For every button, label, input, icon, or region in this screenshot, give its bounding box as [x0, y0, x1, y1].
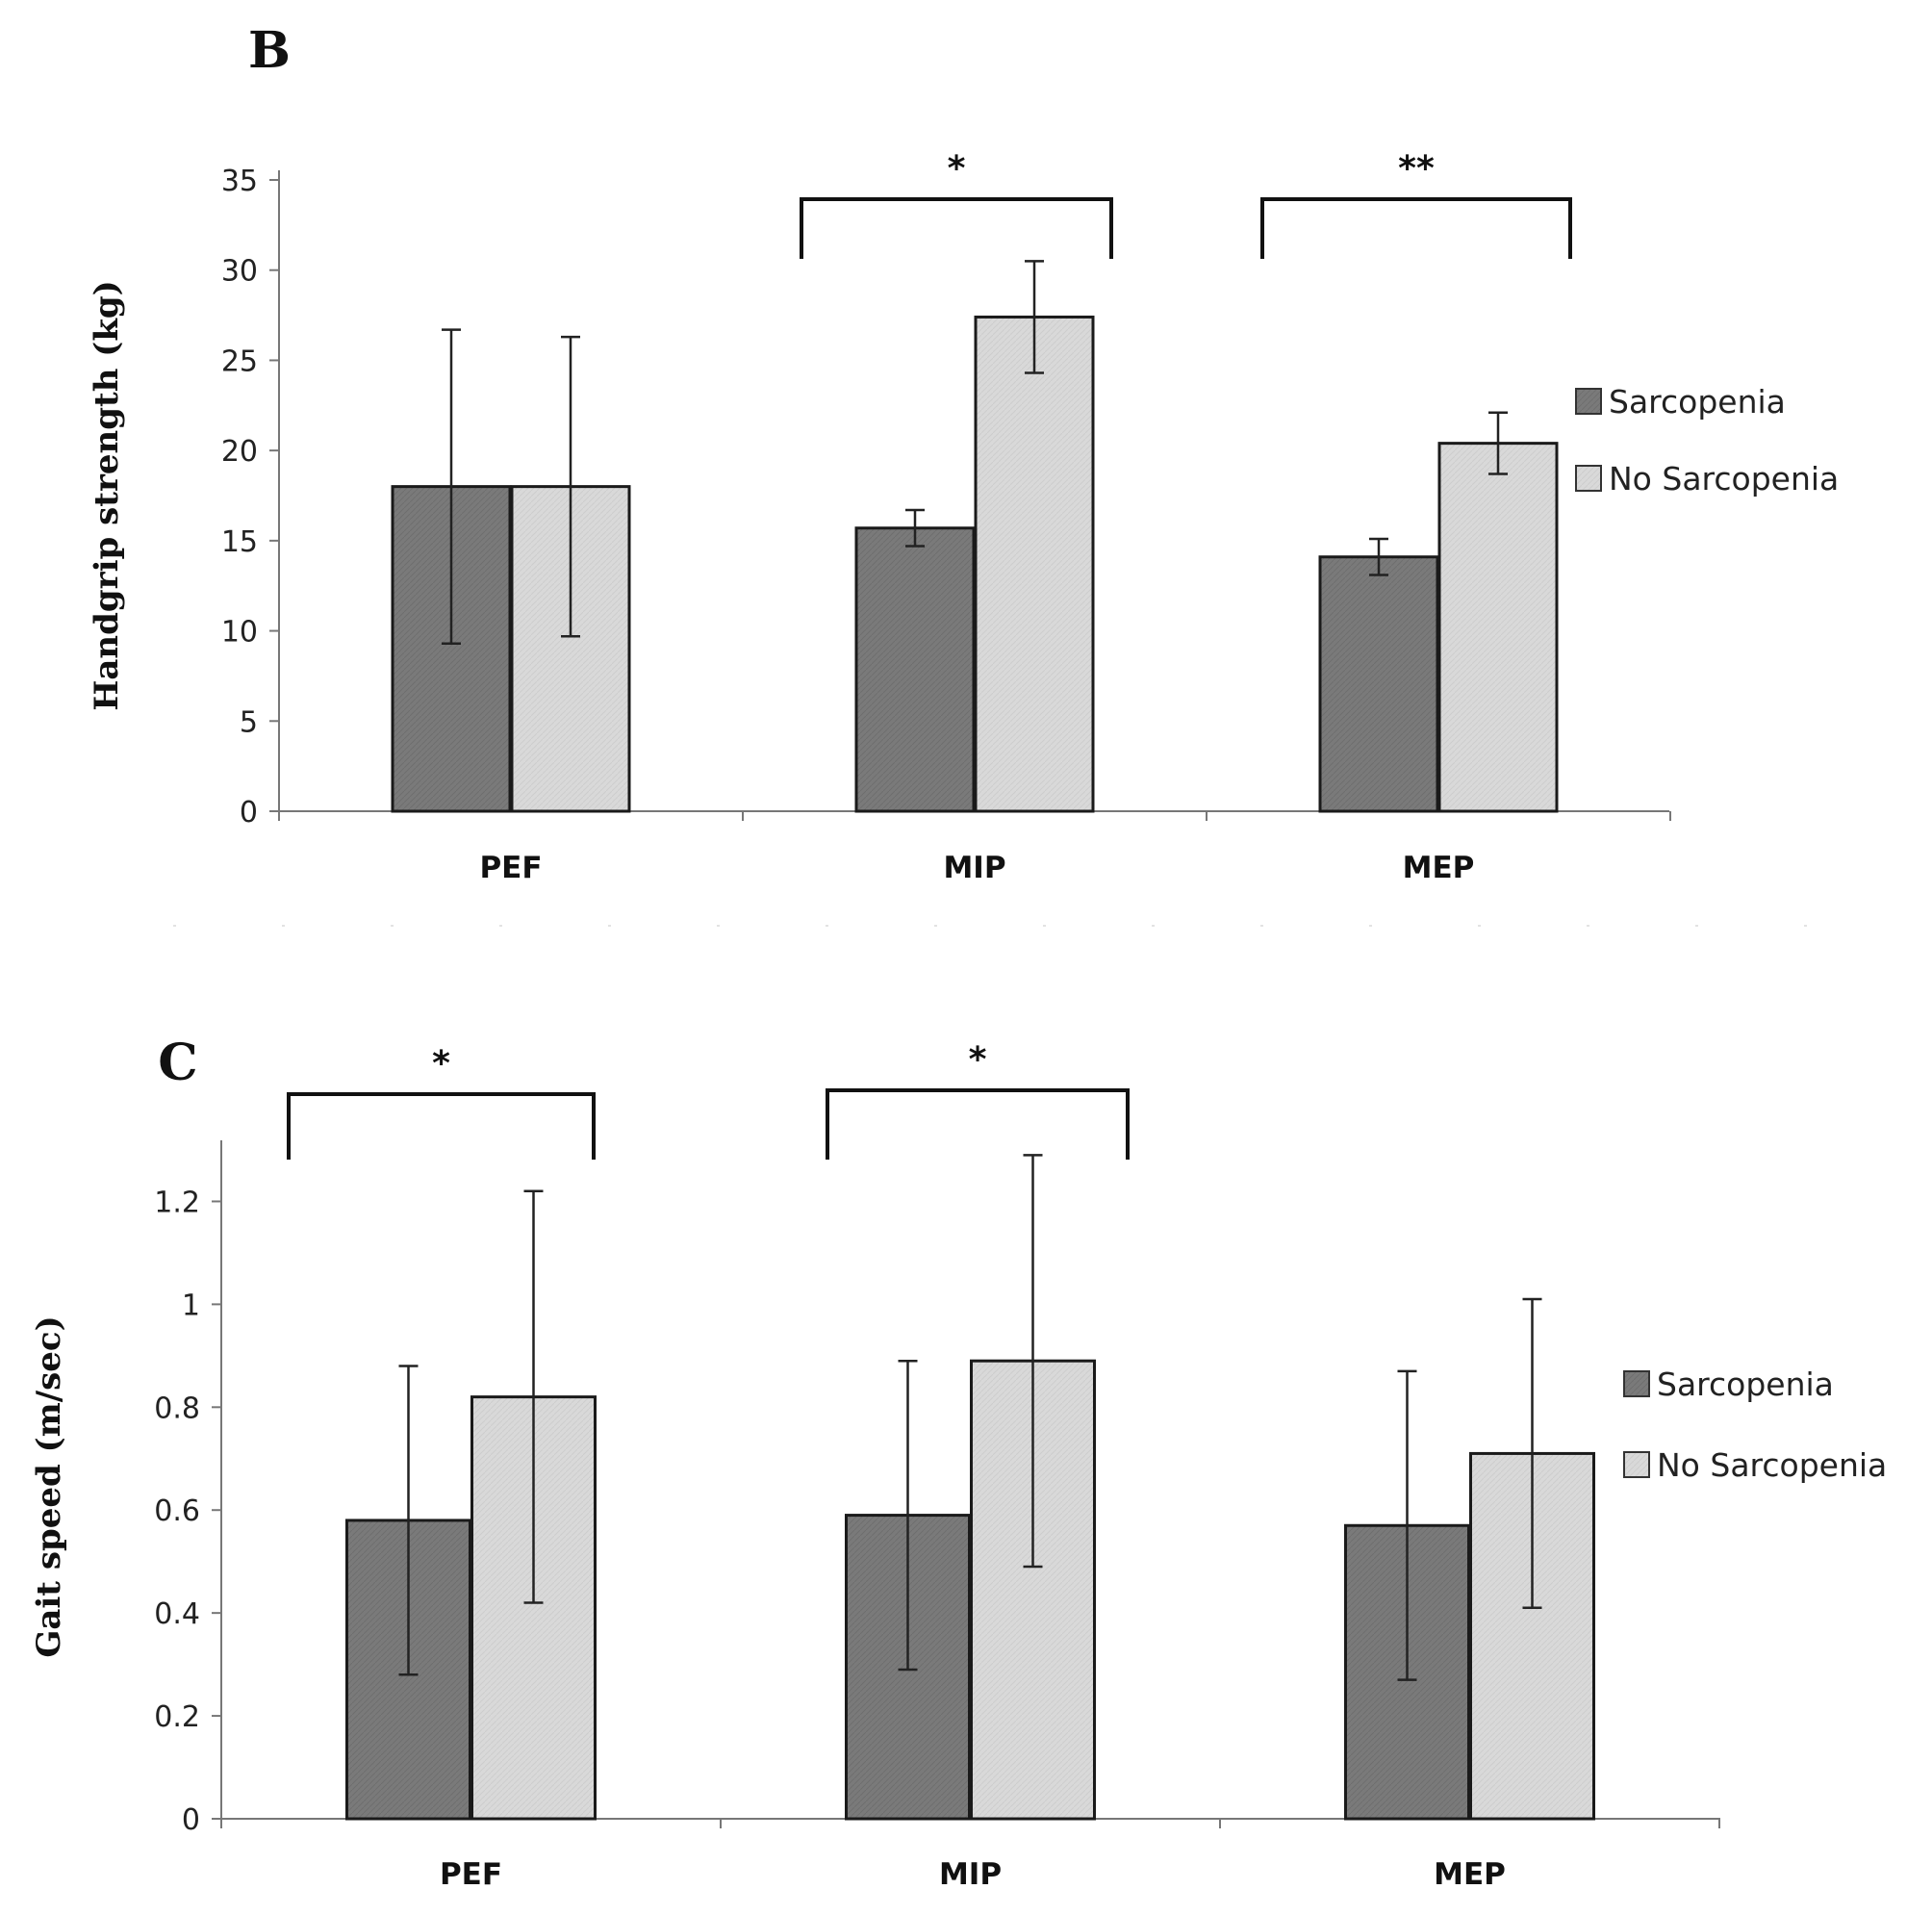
bar-no-sarcopenia-mip	[974, 315, 1095, 813]
y-tick-label: 25	[221, 345, 258, 378]
y-tick-label: 10	[221, 616, 258, 650]
panel-letter: C	[158, 1034, 197, 1092]
legend-label: Sarcopenia	[1609, 383, 1786, 421]
legend-swatch	[1623, 1370, 1650, 1397]
y-tick-label: 15	[221, 525, 258, 559]
y-tick-label: 0.2	[154, 1700, 200, 1734]
panel-letter: B	[248, 21, 291, 80]
y-tick-label: 1.2	[154, 1186, 200, 1219]
y-tick-label: 5	[240, 705, 258, 739]
legend-swatch	[1575, 388, 1602, 415]
y-tick-label: 30	[221, 255, 258, 289]
y-tick-label: 1	[182, 1289, 200, 1322]
legend-label: Sarcopenia	[1657, 1366, 1834, 1403]
bar-sarcopenia-mip	[854, 526, 976, 813]
x-category-label: PEF	[479, 851, 542, 885]
chart-panel-c: C Gait speed (m/sec) 0 0.2 0.4 0.6 0.8 1 1.2 PEF M…	[30, 1034, 1887, 1892]
y-tick-label: 0.8	[154, 1392, 200, 1425]
x-category-label: MEP	[1403, 851, 1475, 885]
y-axis-title: Handgrip strength (kg)	[88, 280, 126, 711]
significance-label: **	[1398, 149, 1435, 189]
y-tick-label: 0.4	[154, 1597, 200, 1631]
significance-label: *	[432, 1044, 450, 1084]
significance-bracket	[287, 1092, 596, 1160]
y-tick-label: 20	[221, 435, 258, 469]
chart-panel-b: B Handgrip strength (kg) 0 5 10 15 20 25 30 35 PEF…	[88, 21, 1839, 885]
significance-bracket	[826, 1088, 1130, 1160]
legend-label: No Sarcopenia	[1657, 1446, 1887, 1484]
bar-no-sarcopenia-mep	[1437, 442, 1559, 813]
bar-no-sarcopenia-pef	[470, 1395, 597, 1821]
legend-swatch	[1623, 1451, 1650, 1478]
x-category-label: PEF	[440, 1857, 502, 1892]
y-tick-label: 0	[240, 796, 258, 830]
significance-label: *	[969, 1040, 987, 1080]
significance-label: *	[948, 149, 966, 189]
significance-bracket	[1260, 197, 1572, 259]
y-tick-label: 35	[221, 165, 258, 198]
significance-bracket	[800, 197, 1113, 259]
x-category-label: MIP	[943, 851, 1005, 885]
y-tick-label: 0.6	[154, 1494, 200, 1528]
legend-label: No Sarcopenia	[1609, 460, 1839, 498]
x-category-label: MIP	[939, 1857, 1002, 1892]
y-tick-label: 0	[182, 1803, 200, 1837]
x-category-label: MEP	[1434, 1857, 1506, 1892]
legend-swatch	[1575, 465, 1602, 492]
bar-sarcopenia-mep	[1318, 555, 1439, 813]
y-axis-title: Gait speed (m/sec)	[30, 1315, 68, 1657]
